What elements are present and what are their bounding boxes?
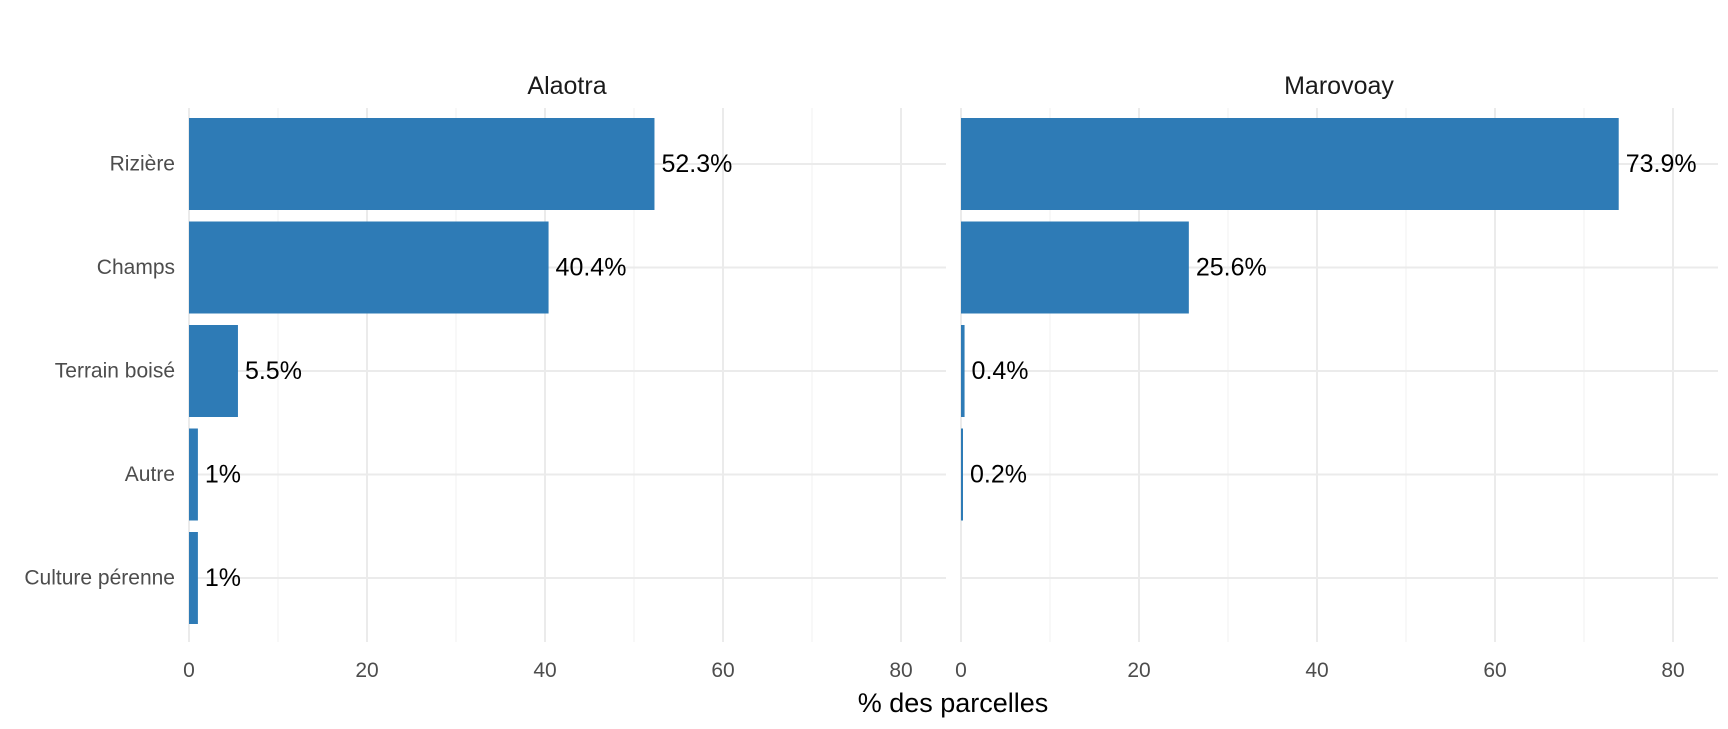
bar: [189, 118, 655, 210]
bar: [189, 532, 198, 624]
x-tick-label: 40: [533, 659, 556, 682]
category-label: Terrain boisé: [55, 360, 175, 383]
data-label: 1%: [205, 461, 241, 489]
category-label: Autre: [125, 463, 175, 486]
x-tick-label: 20: [1127, 659, 1150, 682]
facet-title: Alaotra: [527, 72, 606, 100]
data-label: 1%: [205, 564, 241, 592]
data-label: 25.6%: [1196, 254, 1267, 282]
bar: [189, 428, 198, 521]
bar: [189, 221, 549, 314]
data-label: 0.4%: [972, 357, 1029, 385]
category-label: Rizière: [110, 153, 175, 176]
x-tick-label: 40: [1305, 659, 1328, 682]
x-axis-title: % des parcelles: [858, 688, 1049, 718]
x-tick-label: 60: [1483, 659, 1506, 682]
bar: [961, 221, 1189, 314]
data-label: 52.3%: [661, 150, 732, 178]
facet-title: Marovoay: [1284, 72, 1394, 100]
data-label: 0.2%: [970, 461, 1027, 489]
bar: [961, 428, 963, 521]
data-label: 40.4%: [556, 254, 627, 282]
category-label: Champs: [97, 256, 175, 279]
x-tick-label: 60: [711, 659, 734, 682]
bar: [961, 118, 1619, 210]
x-tick-label: 80: [1661, 659, 1684, 682]
data-label: 5.5%: [245, 357, 302, 385]
x-tick-label: 20: [355, 659, 378, 682]
data-label: 73.9%: [1626, 150, 1697, 178]
x-tick-label: 80: [889, 659, 912, 682]
bar: [189, 325, 238, 417]
category-label: Culture pérenne: [24, 567, 175, 590]
bar: [961, 325, 965, 417]
x-tick-label: 0: [955, 659, 967, 682]
x-tick-label: 0: [183, 659, 195, 682]
